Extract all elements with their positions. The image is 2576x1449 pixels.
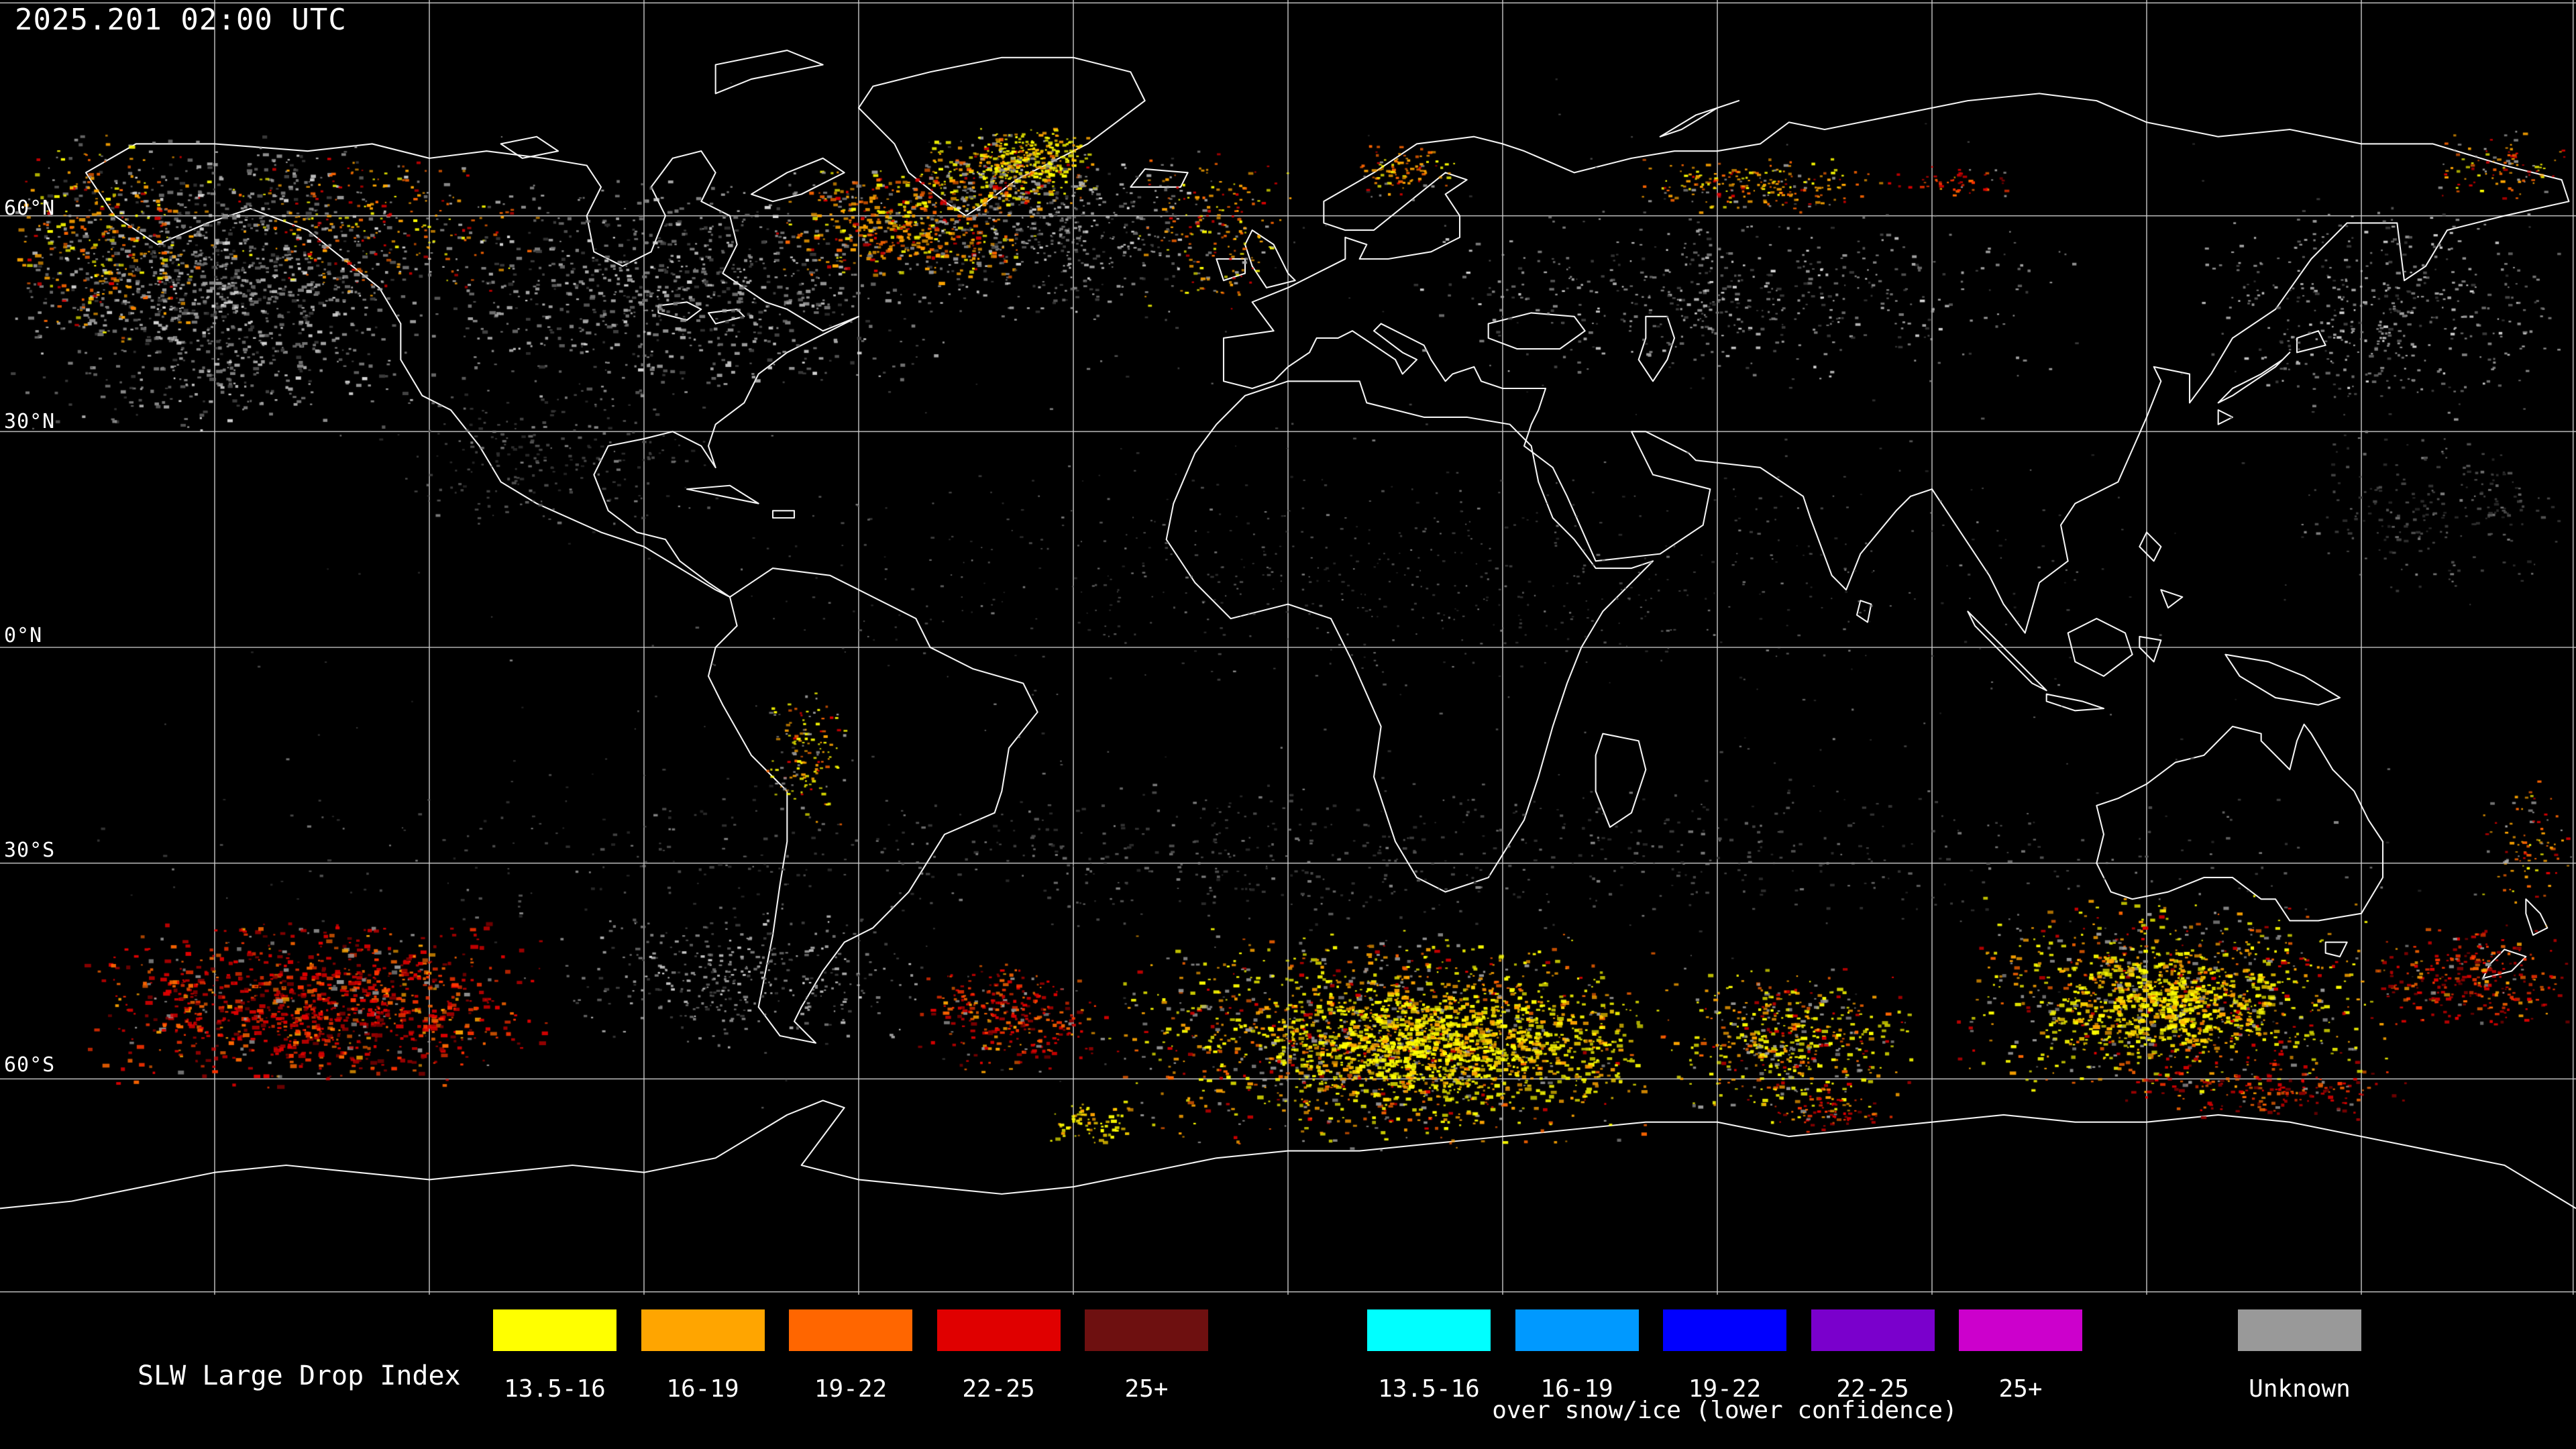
primary-bin-22-25-label: 22-25 <box>962 1375 1035 1403</box>
snowice-bin-19-22-label: 19-22 <box>1688 1375 1762 1403</box>
unknown-bin: Unknown <box>2238 1309 2361 1403</box>
unknown-bin-label: Unknown <box>2249 1375 2351 1403</box>
latitude-label: 60°S <box>4 1053 56 1077</box>
snowice-bin-25+-swatch <box>1959 1309 2082 1351</box>
primary-bin-25+: 25+ <box>1085 1309 1208 1403</box>
snowice-bin-19-22: 19-22 <box>1663 1309 1786 1403</box>
primary-bin-19-22-swatch <box>789 1309 912 1351</box>
primary-bin-22-25: 22-25 <box>936 1309 1061 1403</box>
snowice-bin-13.5-16-label: 13.5-16 <box>1378 1375 1480 1403</box>
latitude-label: 60°N <box>4 197 56 220</box>
primary-bin-16-19-label: 16-19 <box>666 1375 739 1403</box>
snowice-bin-22-25-label: 22-25 <box>1836 1375 1909 1403</box>
snowice-bin-25+: 25+ <box>1959 1309 2082 1403</box>
primary-bin-13.5-16-swatch <box>493 1309 616 1351</box>
snowice-bin-19-22-swatch <box>1663 1309 1786 1351</box>
snowice-bin-22-25-swatch <box>1811 1309 1935 1351</box>
snowice-bin-16-19: 16-19 <box>1515 1309 1639 1403</box>
primary-bin-19-22: 19-22 <box>789 1309 912 1403</box>
snowice-bin-16-19-label: 16-19 <box>1540 1375 1613 1403</box>
snowice-bin-13.5-16-swatch <box>1367 1309 1491 1351</box>
latitude-label: 0°N <box>4 624 43 647</box>
latitude-label: 30°N <box>4 410 56 433</box>
legend-snowice-caption: over snow/ice (lower confidence) <box>1492 1397 1957 1424</box>
timestamp: 2025.201 02:00 UTC <box>15 3 347 37</box>
snowice-bin-13.5-16: 13.5-16 <box>1367 1309 1491 1403</box>
primary-bin-16-19: 16-19 <box>641 1309 765 1403</box>
world-map: 2025.201 02:00 UTC 60°N 30°N 0°N 30°S 60°S <box>0 0 2576 1295</box>
primary-bin-13.5-16: 13.5-16 <box>493 1309 616 1403</box>
primary-bin-13.5-16-label: 13.5-16 <box>504 1375 606 1403</box>
legend: SLW Large Drop Index 13.5-16 16-19 19-22 22… <box>0 1295 2576 1449</box>
snowice-bin-22-25: 22-25 <box>1811 1309 1935 1403</box>
latitude-label: 30°S <box>4 839 56 862</box>
primary-bin-22-25-swatch <box>936 1309 1061 1351</box>
slw-data-speckle-layer <box>0 0 2576 1295</box>
primary-bin-25+-swatch <box>1085 1309 1208 1351</box>
primary-bin-19-22-label: 19-22 <box>814 1375 888 1403</box>
snowice-bin-16-19-swatch <box>1515 1309 1639 1351</box>
primary-bin-16-19-swatch <box>641 1309 765 1351</box>
legend-title: SLW Large Drop Index <box>138 1360 461 1391</box>
snowice-bin-25+-label: 25+ <box>1998 1375 2043 1403</box>
primary-bin-25+-label: 25+ <box>1124 1375 1169 1403</box>
unknown-bin-swatch <box>2238 1309 2361 1351</box>
